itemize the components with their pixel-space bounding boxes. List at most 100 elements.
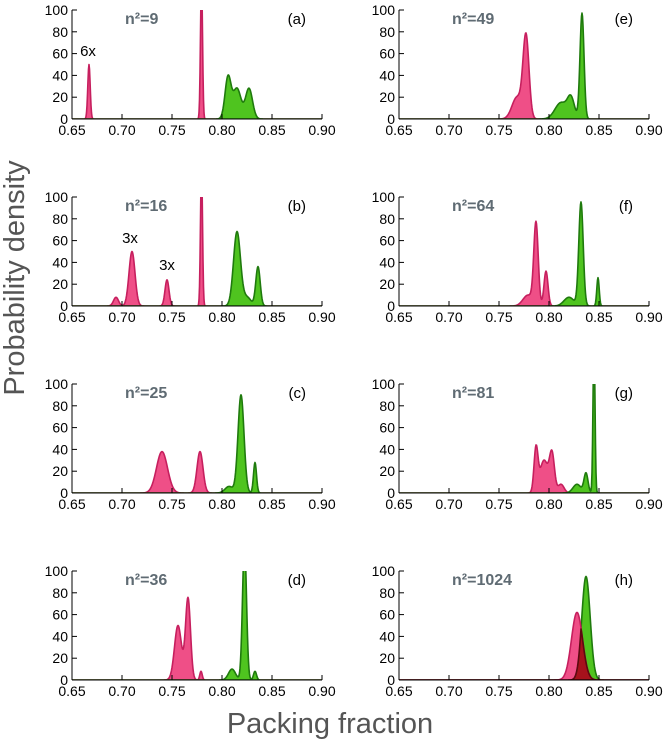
plot-area xyxy=(399,201,649,306)
x-tick-label: 0.70 xyxy=(435,496,462,512)
x-tick-label: 0.75 xyxy=(158,309,185,325)
y-tick-label: 60 xyxy=(379,420,395,436)
plot-area xyxy=(399,12,649,119)
n-squared-label: n²=49 xyxy=(452,11,494,28)
x-tick-label: 0.90 xyxy=(308,683,335,699)
panel-letter: (f) xyxy=(619,198,633,215)
y-tick-label: 100 xyxy=(372,563,396,579)
x-tick-label: 0.70 xyxy=(108,122,135,138)
series-green-area xyxy=(399,201,649,306)
x-tick-label: 0.75 xyxy=(158,683,185,699)
y-tick-label: 80 xyxy=(52,398,68,414)
plot-area xyxy=(72,571,322,680)
x-tick-label: 0.65 xyxy=(385,309,412,325)
y-tick-label: 60 xyxy=(52,420,68,436)
x-tick-label: 0.90 xyxy=(635,309,662,325)
n-squared-label: n²=25 xyxy=(125,385,167,402)
x-tick-label: 0.85 xyxy=(258,309,285,325)
y-tick-label: 0 xyxy=(60,672,68,688)
y-tick-label: 0 xyxy=(60,111,68,127)
y-tick-label: 100 xyxy=(45,2,69,18)
y-tick-label: 0 xyxy=(387,298,395,314)
y-tick-label: 100 xyxy=(45,563,69,579)
y-tick-label: 100 xyxy=(372,189,396,205)
panel-d: 0 20 40 60 80 100 0.65 0.70 0.75 0.80 0.85 0.90 n²=3… xyxy=(45,563,336,699)
y-tick-label: 0 xyxy=(60,485,68,501)
annotation-label: 6x xyxy=(80,43,96,60)
x-tick-label: 0.85 xyxy=(585,683,612,699)
series-pink-area xyxy=(72,596,322,680)
x-tick-label: 0.80 xyxy=(208,122,235,138)
series-green-area xyxy=(72,230,322,306)
x-tick-label: 0.80 xyxy=(535,309,562,325)
n-squared-label: n²=9 xyxy=(125,11,158,28)
x-tick-label: 0.80 xyxy=(535,496,562,512)
x-tick-label: 0.75 xyxy=(485,309,512,325)
y-axis-title: Probability density xyxy=(0,160,31,396)
series-pink-area xyxy=(399,220,649,306)
n-squared-label: n²=16 xyxy=(125,198,167,215)
panel-b: 0 20 40 60 80 100 0.65 0.70 0.75 0.80 0.85 0.90 n²=1… xyxy=(45,189,336,325)
y-tick-label: 40 xyxy=(52,67,68,83)
panel-letter: (c) xyxy=(289,385,307,402)
x-tick-label: 0.65 xyxy=(58,683,85,699)
y-tick-label: 40 xyxy=(379,67,395,83)
y-tick-label: 0 xyxy=(387,672,395,688)
x-tick-label: 0.70 xyxy=(108,496,135,512)
y-tick-label: 20 xyxy=(52,276,68,292)
series-pink-area xyxy=(72,197,322,306)
y-tick-label: 60 xyxy=(379,46,395,62)
y-tick-label: 40 xyxy=(379,441,395,457)
y-tick-label: 0 xyxy=(60,298,68,314)
series-pink-area xyxy=(399,611,649,680)
x-tick-label: 0.80 xyxy=(208,309,235,325)
y-tick-label: 20 xyxy=(52,650,68,666)
panel-a: 0 20 40 60 80 100 0.65 0.70 0.75 0.80 0.85 0.90 n²=9… xyxy=(45,2,336,138)
y-tick-label: 20 xyxy=(379,89,395,105)
panel-letter: (g) xyxy=(615,385,633,402)
y-tick-label: 100 xyxy=(45,376,69,392)
x-tick-label: 0.75 xyxy=(158,496,185,512)
panel-letter: (e) xyxy=(615,11,633,28)
x-tick-label: 0.80 xyxy=(208,496,235,512)
x-tick-label: 0.80 xyxy=(208,683,235,699)
y-tick-label: 40 xyxy=(379,628,395,644)
x-tick-label: 0.75 xyxy=(158,122,185,138)
y-tick-label: 40 xyxy=(52,441,68,457)
panel-f: 0 20 40 60 80 100 0.65 0.70 0.75 0.80 0.85 0.90 n²=6… xyxy=(372,189,663,325)
y-tick-label: 20 xyxy=(52,463,68,479)
series-overlap-area xyxy=(399,628,649,680)
x-tick-label: 0.75 xyxy=(485,683,512,699)
x-tick-label: 0.70 xyxy=(435,309,462,325)
x-tick-label: 0.65 xyxy=(58,309,85,325)
plot-area xyxy=(72,197,322,306)
y-tick-label: 60 xyxy=(52,46,68,62)
y-tick-label: 0 xyxy=(387,485,395,501)
y-tick-label: 80 xyxy=(379,398,395,414)
series-pink-area xyxy=(72,450,322,493)
plot-area xyxy=(72,394,322,493)
x-tick-label: 0.90 xyxy=(635,496,662,512)
x-tick-label: 0.70 xyxy=(435,683,462,699)
y-tick-label: 20 xyxy=(379,463,395,479)
y-tick-label: 40 xyxy=(52,628,68,644)
series-pink-area xyxy=(72,10,322,119)
n-squared-label: n²=36 xyxy=(125,572,167,589)
y-tick-label: 20 xyxy=(52,89,68,105)
plot-area xyxy=(399,384,649,493)
y-tick-label: 100 xyxy=(372,376,396,392)
y-tick-label: 60 xyxy=(379,607,395,623)
plot-area xyxy=(72,10,322,119)
x-axis-title: Packing fraction xyxy=(227,708,433,740)
series-pink-area xyxy=(399,444,649,493)
x-tick-label: 0.70 xyxy=(108,309,135,325)
x-tick-label: 0.85 xyxy=(258,683,285,699)
x-tick-label: 0.65 xyxy=(58,122,85,138)
y-tick-label: 60 xyxy=(52,233,68,249)
annotation-label: 3x xyxy=(159,257,175,274)
y-tick-label: 20 xyxy=(379,650,395,666)
y-tick-label: 80 xyxy=(52,24,68,40)
x-tick-label: 0.70 xyxy=(108,683,135,699)
x-tick-label: 0.65 xyxy=(58,496,85,512)
